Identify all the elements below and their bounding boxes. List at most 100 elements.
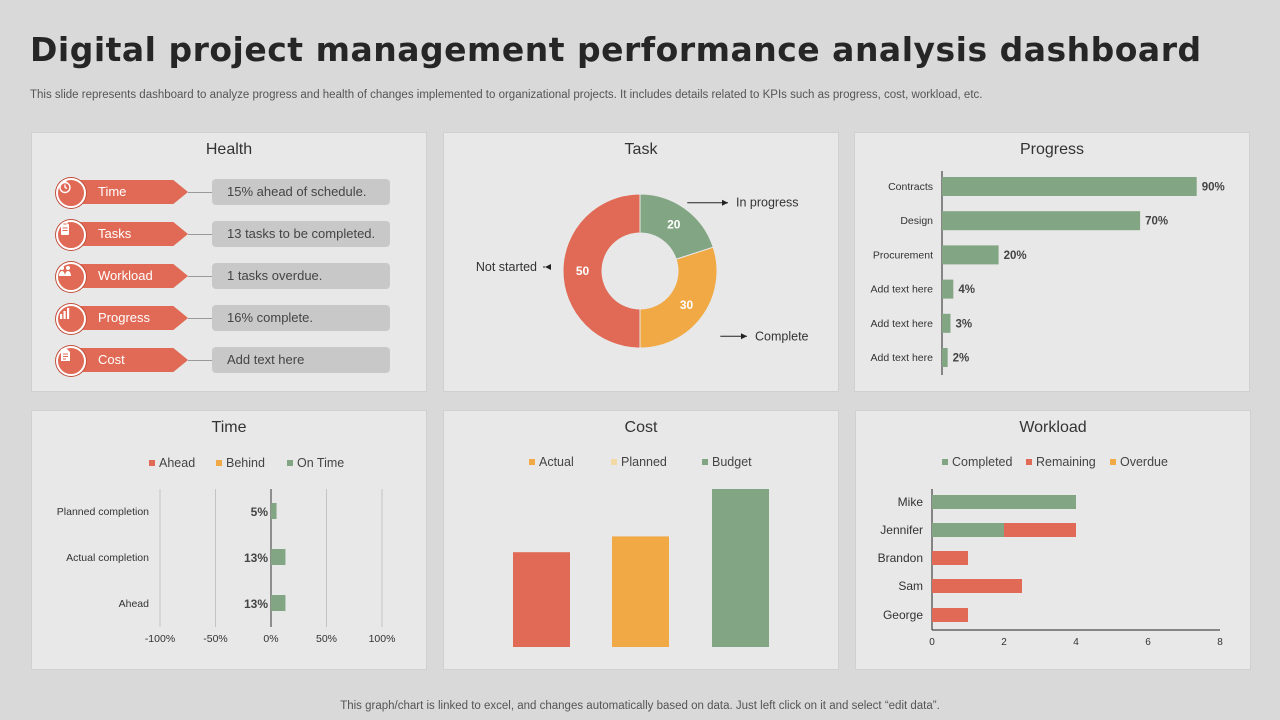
progress-bar — [942, 177, 1197, 196]
task-chart: 20 In progress 30 Complete 50 Not started — [476, 193, 809, 349]
slice-value-label: 20 — [667, 217, 681, 231]
health-text: 1 tasks overdue. — [227, 268, 323, 283]
workload-bar — [932, 523, 1004, 537]
progress-bar — [942, 245, 999, 265]
health-title: Health — [205, 141, 253, 158]
legend-item: Actual — [529, 455, 574, 469]
slice-callout-label: In progress — [736, 196, 799, 210]
legend-label: Behind — [226, 456, 265, 470]
progress-chart: Contracts 90% Design 70% Procurement 20% Add t… — [871, 171, 1225, 375]
time-tick-label: -100% — [145, 633, 175, 645]
people-icon — [56, 262, 86, 292]
legend-label: Ahead — [159, 456, 196, 470]
legend-label: Completed — [952, 455, 1013, 469]
progress-panel: Progress Contracts 90% Design 70% Procuremen… — [854, 132, 1250, 392]
health-row-workload: Workload 1 tasks overdue. — [56, 262, 396, 292]
progress-category-label: Add text here — [871, 352, 934, 364]
health-text: 16% complete. — [227, 310, 313, 325]
workload-bar — [932, 551, 968, 565]
progress-value-label: 3% — [955, 318, 972, 330]
workload-category-label: Jennifer — [880, 523, 923, 537]
progress-bar — [942, 313, 951, 333]
workload-tick-label: 8 — [1217, 637, 1223, 648]
cost-chart — [513, 489, 769, 647]
progress-category-label: Contracts — [888, 181, 933, 193]
workload-tick-label: 0 — [929, 637, 935, 648]
health-row-time: Time 15% ahead of schedule. — [56, 178, 396, 208]
progress-title: Progress — [1019, 141, 1085, 158]
time-title: Time — [211, 419, 247, 436]
workload-chart: 0 2 4 6 8 Mike Jennifer Brandon Sam George — [878, 489, 1223, 648]
health-label: Tasks — [98, 226, 132, 241]
legend-item: Ahead — [149, 456, 195, 470]
clipboard-icon — [56, 220, 86, 250]
donut-slice — [562, 193, 641, 349]
clock-icon — [56, 178, 86, 208]
health-row-cost: Cost Add text here — [56, 346, 396, 376]
health-text: 13 tasks to be completed. — [227, 226, 376, 241]
cost-panel: Cost Actual Planned Budget — [443, 410, 839, 670]
slice-callout-label: Complete — [755, 329, 809, 343]
time-category-label: Actual completion — [66, 552, 149, 564]
callout-arrow — [545, 264, 551, 270]
health-text: Add text here — [227, 352, 305, 367]
legend-item: Completed — [942, 455, 1012, 469]
cost-bar — [612, 536, 669, 647]
progress-bar — [942, 279, 954, 299]
legend-label: Actual — [539, 455, 574, 469]
health-label: Progress — [98, 310, 151, 325]
health-label: Workload — [98, 268, 153, 283]
time-value-label: 13% — [244, 551, 268, 565]
legend-item: Planned — [611, 455, 667, 469]
workload-tick-label: 2 — [1001, 637, 1007, 648]
workload-bar — [932, 495, 1076, 509]
progress-category-label: Add text here — [871, 284, 934, 296]
legend-item: Remaining — [1026, 455, 1096, 469]
time-value-label: 5% — [251, 505, 269, 519]
workload-bar — [932, 579, 1022, 593]
workload-bar — [1004, 523, 1076, 537]
legend-label: Remaining — [1036, 455, 1096, 469]
legend-label: On Time — [297, 456, 345, 470]
slice-value-label: 50 — [576, 264, 590, 278]
health-label: Time — [98, 184, 127, 199]
callout-arrow — [722, 199, 728, 206]
time-category-label: Planned completion — [57, 506, 149, 518]
legend-label: Budget — [712, 455, 752, 469]
workload-tick-label: 6 — [1145, 637, 1151, 648]
progress-value-label: 70% — [1145, 216, 1168, 228]
workload-panel: Workload Completed Remaining Overdue 0 2 4… — [855, 410, 1251, 670]
health-row-progress: Progress 16% complete. — [56, 304, 396, 334]
bar-chart-icon — [56, 304, 86, 334]
time-tick-label: 0% — [263, 633, 278, 645]
legend-item: Budget — [702, 455, 752, 469]
health-text: 15% ahead of schedule. — [227, 184, 367, 199]
workload-category-label: Sam — [898, 579, 923, 593]
page-title: Digital project management performance a… — [30, 30, 1202, 69]
time-panel: Time Ahead Behind On Time -100% -50% 0% 50%… — [31, 410, 427, 670]
legend-item: Overdue — [1110, 455, 1168, 469]
cost-title: Cost — [624, 419, 658, 436]
cost-bar — [513, 552, 570, 647]
time-bar — [271, 503, 277, 519]
progress-bar — [942, 211, 1141, 231]
callout-arrow — [741, 333, 747, 340]
time-bar — [271, 595, 286, 611]
workload-category-label: George — [883, 608, 923, 622]
slice-callout-label: Not started — [476, 260, 537, 274]
time-category-label: Ahead — [119, 598, 150, 610]
slice-value-label: 30 — [680, 298, 694, 312]
document-icon — [56, 346, 86, 376]
legend-item: On Time — [287, 456, 344, 470]
workload-title: Workload — [1019, 419, 1087, 436]
time-tick-label: -50% — [203, 633, 228, 645]
health-row-tasks: Tasks 13 tasks to be completed. — [56, 220, 396, 250]
page-subtitle: This slide represents dashboard to analy… — [30, 89, 983, 101]
time-value-label: 13% — [244, 597, 268, 611]
time-tick-label: 100% — [369, 633, 396, 645]
health-panel: Health Time 15% ahead of schedule. Tasks… — [31, 132, 427, 392]
progress-category-label: Design — [900, 215, 933, 227]
progress-value-label: 2% — [953, 353, 970, 365]
cost-bar — [712, 489, 769, 647]
progress-category-label: Add text here — [871, 318, 934, 330]
